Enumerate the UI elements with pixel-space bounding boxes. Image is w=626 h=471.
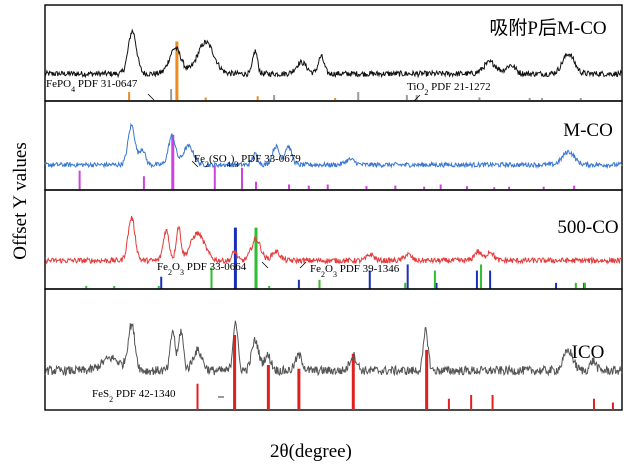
sample-label: M-CO	[563, 120, 613, 141]
sample-label: 500-CO	[557, 217, 618, 238]
reference-label: FeS2 PDF 42-1340	[92, 388, 176, 404]
spectrum-line	[44, 215, 623, 265]
y-axis-label: Offset Y values	[10, 142, 31, 260]
panel-2: M-CO Fe2(SO4)3 PDF 33-0679	[44, 100, 623, 191]
leader-line	[191, 160, 199, 168]
panel-frame	[44, 100, 623, 191]
spectrum-line	[44, 122, 623, 170]
spectrum-line	[44, 28, 623, 79]
panel-4: ICO FeS2 PDF 42-1340	[44, 288, 623, 411]
reference-label: TiO2 PDF 21-1272	[407, 81, 491, 97]
leader-line	[261, 261, 269, 269]
reference-label: Fe2(SO4)3 PDF 33-0679	[194, 153, 301, 169]
reference-label: Fe2O3 PDF 33-0664	[157, 261, 247, 277]
reference-label: FePO4 PDF 31-0647	[46, 78, 138, 94]
panel-3: 500-CO Fe2O3 PDF 33-0664 Fe2O3 PDF 39-1346	[44, 189, 623, 290]
sample-label: ICO	[572, 342, 605, 363]
panel-frame	[44, 288, 623, 411]
spectrum-line	[44, 320, 623, 377]
panel-1: 吸附P后M-CO FePO4 PDF 31-0647 TiO2 PDF 21-127…	[44, 4, 623, 102]
sample-label: 吸附P后M-CO	[489, 17, 606, 39]
leader-line	[413, 94, 421, 102]
leader-line	[147, 93, 155, 101]
leader-line	[299, 261, 307, 269]
x-axis-label: 2θ(degree)	[270, 441, 352, 462]
reference-label: Fe2O3 PDF 39-1346	[310, 263, 400, 279]
